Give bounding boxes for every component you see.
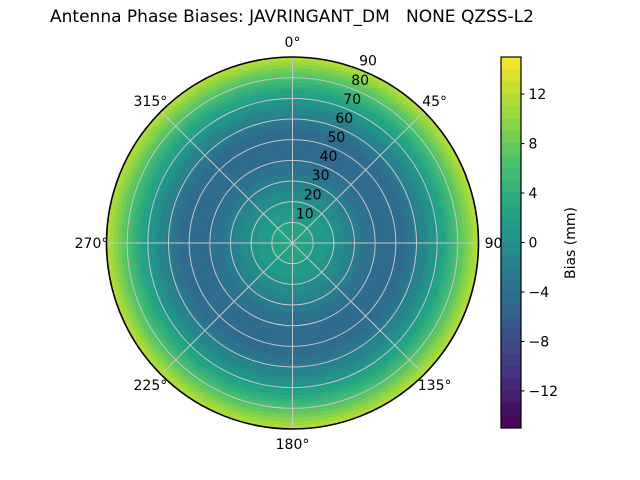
colorbar-band	[501, 180, 521, 194]
colorbar-band	[501, 69, 521, 83]
colorbar-band	[501, 266, 521, 280]
colorbar-band	[501, 378, 521, 392]
theta-tick-label: 45°	[422, 94, 447, 110]
colorbar-band	[501, 81, 521, 95]
colorbar-band	[501, 56, 521, 70]
colorbar-band	[501, 353, 521, 367]
theta-tick-label: 225°	[134, 378, 168, 394]
r-tick-label: 30	[312, 168, 330, 184]
colorbar-band	[501, 390, 521, 404]
theta-tick-label: 135°	[418, 378, 452, 394]
colorbar-band	[501, 328, 521, 342]
colorbar-tick-label: 4	[529, 186, 538, 202]
theta-gridline	[160, 111, 425, 375]
colorbar-band	[501, 242, 521, 256]
colorbar-band	[501, 365, 521, 379]
colorbar-tick-label: 0	[529, 236, 538, 252]
colorbar-band	[501, 93, 521, 107]
theta-tick-label: 315°	[134, 94, 168, 110]
chart-title: Antenna Phase Biases: JAVRINGANT_DM NONE…	[50, 7, 534, 27]
colorbar-band	[501, 106, 521, 120]
r-tick-label: 60	[335, 111, 353, 127]
colorbar-tick-label: −8	[529, 334, 550, 350]
colorbar-band	[501, 217, 521, 231]
theta-tick-label: 0°	[285, 35, 301, 51]
r-tick-label: 90	[359, 54, 377, 70]
colorbar-band	[501, 168, 521, 181]
colorbar-band	[501, 291, 521, 305]
polar-outline	[105, 56, 480, 430]
theta-tick-label: 90	[485, 236, 503, 252]
colorbar-band	[501, 118, 521, 132]
r-tick-label: 70	[343, 92, 361, 108]
colorbar-tick-label: 8	[529, 137, 538, 153]
colorbar-band	[501, 316, 521, 330]
colorbar-band	[501, 254, 521, 268]
colorbar-band	[501, 415, 521, 429]
colorbar-band	[501, 341, 521, 355]
colorbar-band	[501, 402, 521, 416]
colorbar-axis-label: Bias (mm)	[563, 206, 579, 280]
colorbar-band	[501, 279, 521, 293]
r-tick-label: 40	[320, 149, 338, 165]
colorbar-band	[501, 304, 521, 317]
theta-tick-label: 270°	[75, 236, 109, 252]
theta-tick-label: 180°	[276, 437, 310, 453]
r-tick-label: 20	[304, 187, 322, 203]
colorbar-band	[501, 205, 521, 219]
r-tick-label: 80	[351, 73, 369, 89]
colorbar-band	[501, 229, 521, 243]
colorbar-tick-label: 12	[529, 87, 547, 103]
colorbar-band	[501, 130, 521, 144]
colorbar-band	[501, 143, 521, 157]
r-tick-label: 50	[327, 130, 345, 146]
colorbar-tick-label: −12	[529, 384, 559, 400]
r-tick-label: 10	[296, 206, 314, 222]
colorbar-tick-label: −4	[529, 285, 550, 301]
colorbar-band	[501, 155, 521, 169]
colorbar-band	[501, 192, 521, 206]
